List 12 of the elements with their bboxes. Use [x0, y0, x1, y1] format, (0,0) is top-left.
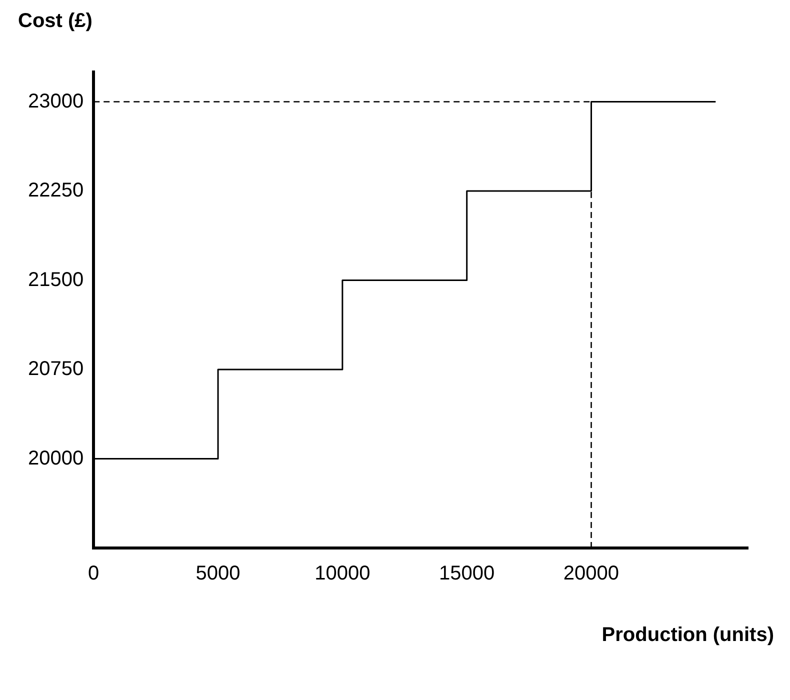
y-tick-label: 23000 — [28, 90, 84, 112]
x-axis-title: Production (units) — [600, 624, 775, 647]
y-axis-title: Cost (£) — [18, 10, 94, 34]
x-tick-label: 10000 — [314, 562, 370, 585]
y-tick-label: 20750 — [28, 358, 84, 380]
y-tick-label: 21500 — [28, 268, 84, 291]
x-tick-label: 0 — [88, 562, 100, 585]
x-tick-label: 20000 — [563, 562, 620, 585]
x-tick-label: 5000 — [196, 562, 240, 585]
y-tick-label: 20000 — [28, 447, 84, 470]
x-tick-label: 15000 — [439, 562, 495, 585]
y-tick-label: 22250 — [28, 180, 84, 202]
